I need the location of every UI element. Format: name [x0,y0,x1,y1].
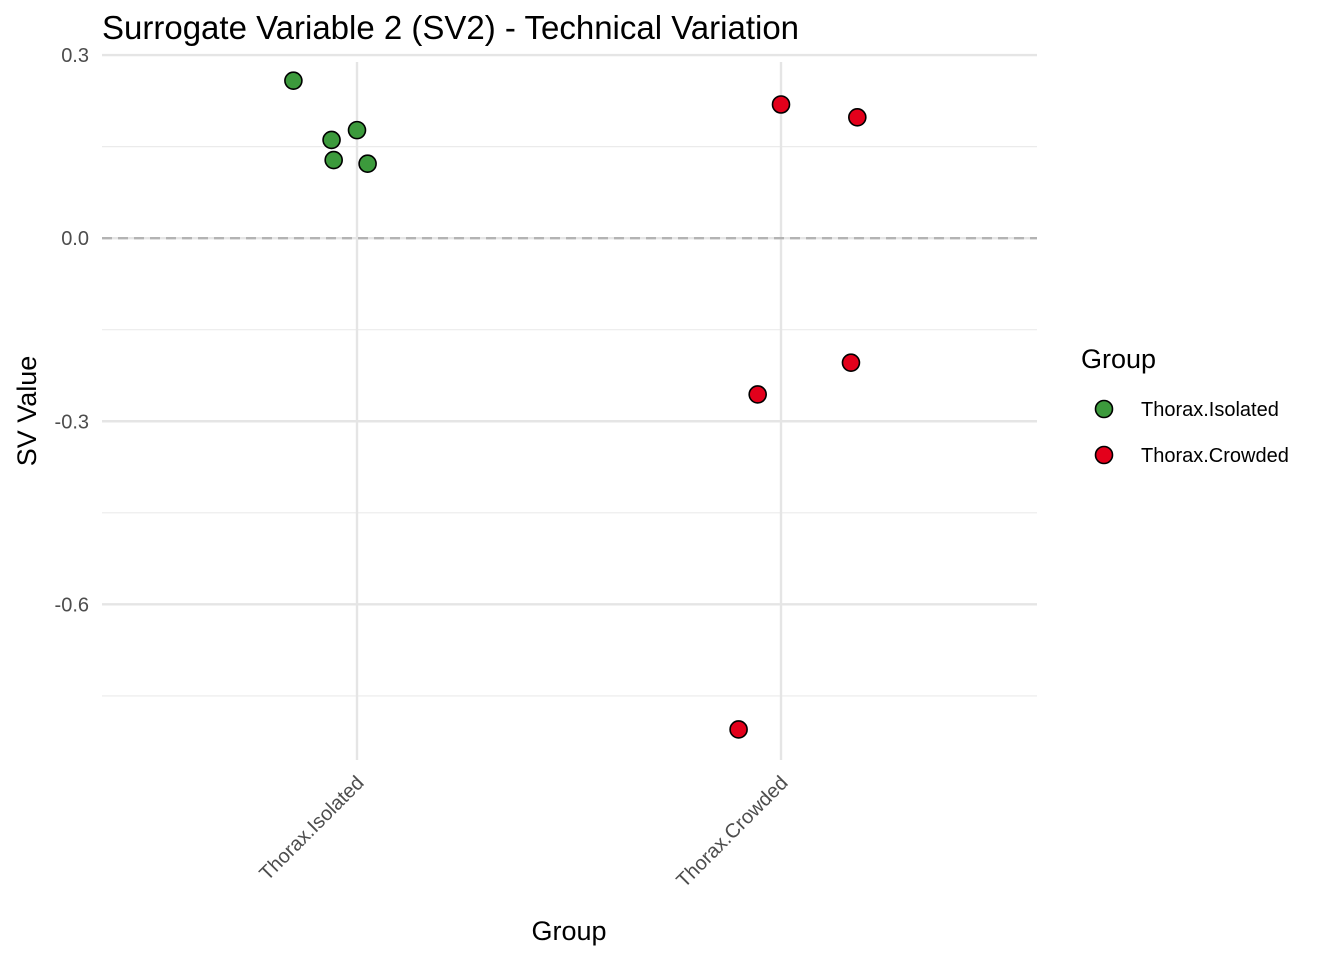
data-point [358,154,377,173]
y-axis-title: SV Value [12,356,42,467]
legend-label: Thorax.Crowded [1141,445,1289,467]
legend-title: Group [1081,344,1156,374]
axes: 0.3 0.0 -0.3 -0.6 Thorax.Isolated Thorax.Crow… [55,45,793,892]
legend-key [1094,445,1114,465]
y-tick-label: -0.6 [55,594,89,616]
data-points [284,71,867,739]
x-tick-label: Thorax.Crowded [672,772,792,892]
data-point [729,720,748,739]
data-point [771,95,791,114]
data-point [284,71,303,90]
chart-title: Surrogate Variable 2 (SV2) - Technical V… [102,9,799,46]
data-point [841,353,861,372]
x-tick-label: Thorax.Isolated [255,772,368,885]
data-point [347,120,367,140]
legend-key [1094,399,1114,419]
data-point [322,130,341,150]
legend-label: Thorax.Isolated [1141,399,1279,421]
grid [102,53,1037,760]
y-tick-label: 0.3 [61,45,89,67]
legend: Group Thorax.Isolated Thorax.Crowded [1081,344,1289,467]
data-point [848,108,867,127]
data-point [324,150,343,170]
y-tick-label: -0.3 [55,411,89,433]
y-tick-label: 0.0 [61,228,89,250]
x-axis-title: Group [531,916,606,946]
data-point [748,385,767,404]
